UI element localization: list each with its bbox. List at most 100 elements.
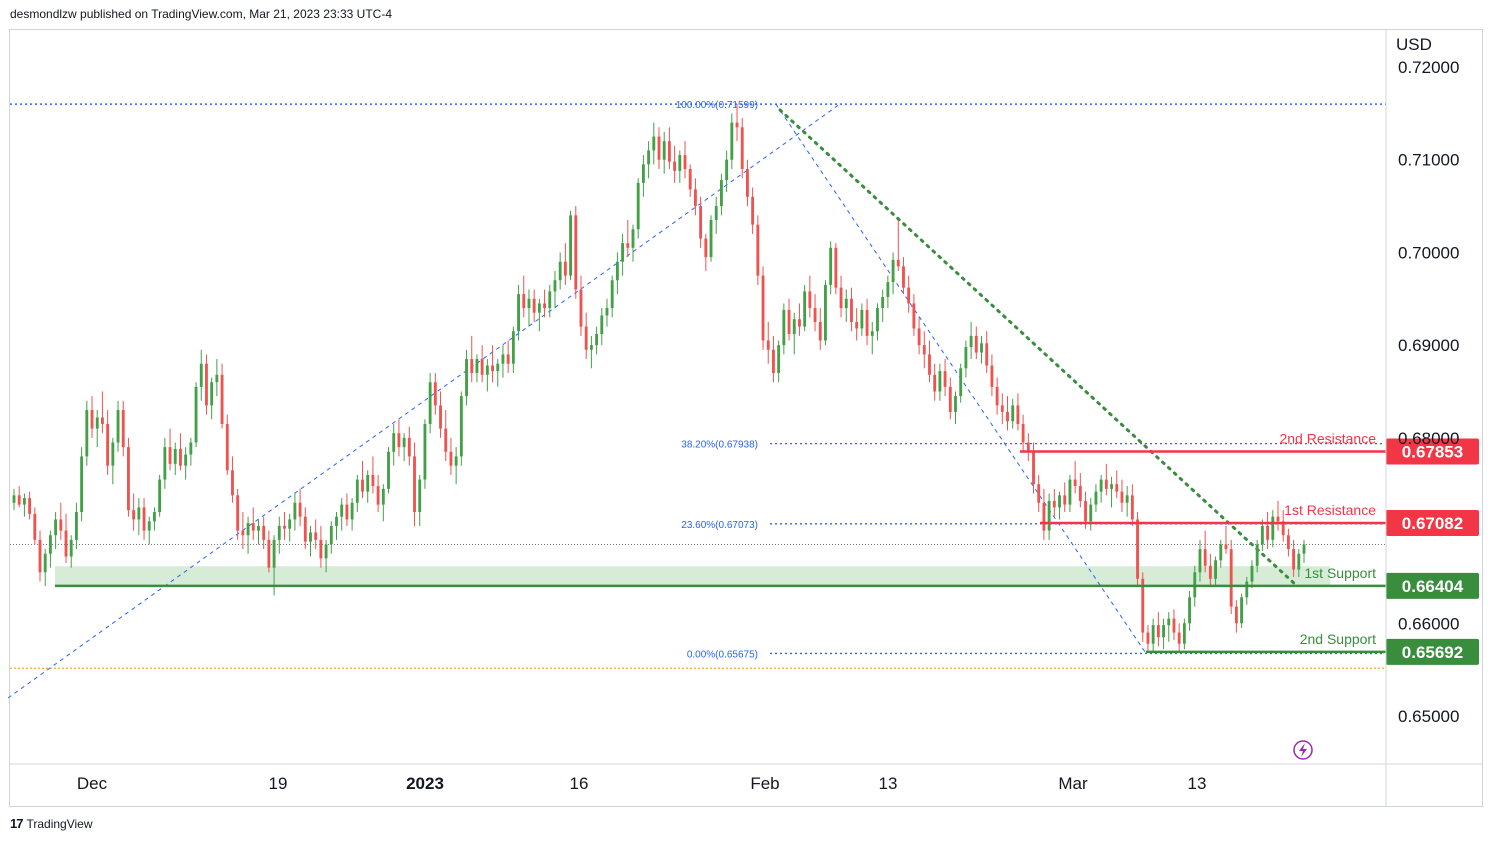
candle	[137, 498, 141, 536]
candle-body	[537, 303, 541, 313]
candle	[673, 145, 677, 183]
price-tick-label: 0.72000	[1398, 58, 1459, 77]
candle-body	[1286, 535, 1290, 550]
candle-body	[64, 530, 68, 557]
candle-body	[621, 243, 625, 262]
candle-body	[647, 150, 651, 165]
level-name: 2nd Resistance	[1279, 430, 1376, 446]
candle-body	[1026, 442, 1030, 452]
candle-body	[179, 448, 182, 466]
candle	[1292, 539, 1296, 577]
candle	[168, 428, 172, 471]
candle	[824, 280, 827, 346]
candle	[257, 519, 260, 545]
level-name: 2nd Support	[1300, 631, 1376, 647]
candle	[225, 414, 229, 475]
candle-body	[168, 447, 172, 464]
candle	[584, 312, 588, 360]
level-price-badge	[1386, 638, 1479, 665]
candle	[210, 377, 214, 420]
candle	[345, 493, 349, 526]
candle-body	[298, 502, 302, 517]
candle	[1099, 474, 1103, 503]
candle-body	[215, 374, 219, 383]
candle-body	[584, 326, 588, 350]
candle-body	[527, 298, 531, 309]
candle-body	[147, 521, 151, 531]
candle	[579, 275, 583, 336]
candle-body	[1224, 544, 1228, 550]
candle-body	[870, 331, 874, 336]
candle-body	[1188, 597, 1191, 624]
candle-body	[449, 451, 453, 466]
candle-body	[766, 340, 770, 350]
candle	[876, 303, 879, 341]
candle	[813, 294, 817, 332]
candle	[912, 294, 916, 336]
candle	[1188, 590, 1191, 631]
candle-body	[184, 454, 188, 466]
candle-body	[610, 280, 614, 309]
candle	[766, 321, 770, 364]
candle	[1255, 539, 1259, 573]
candle-body	[293, 502, 297, 520]
candle	[283, 512, 286, 540]
candle-body	[329, 525, 333, 545]
price-tick-label: 0.65000	[1398, 707, 1459, 726]
candle	[69, 535, 73, 568]
axes-layer: USD0.720000.710000.700000.690000.680000.…	[10, 30, 1483, 806]
candle-body	[886, 282, 890, 297]
candle	[1250, 560, 1254, 589]
candle-body	[563, 261, 567, 276]
candle	[896, 219, 900, 271]
candle-body	[735, 122, 739, 128]
candle-body	[236, 495, 240, 531]
candle-body	[548, 291, 552, 309]
candle-body	[153, 512, 156, 522]
tradingview-logo-icon[interactable]: 17	[10, 816, 24, 831]
candle	[205, 354, 208, 415]
candle	[600, 308, 604, 346]
candle	[423, 419, 427, 489]
candle-body	[1214, 560, 1218, 579]
candle-body	[199, 363, 203, 387]
candle	[506, 340, 510, 373]
candle-body	[615, 261, 619, 281]
candle-body	[1146, 632, 1150, 644]
candle	[17, 486, 21, 508]
candle-body	[1245, 581, 1249, 598]
candle	[74, 502, 78, 550]
candle	[641, 155, 645, 197]
level-price-badge	[1386, 438, 1479, 465]
candle	[834, 243, 838, 295]
candle	[293, 493, 297, 531]
candle-body	[127, 447, 130, 511]
candle-body	[1104, 479, 1108, 489]
candle	[277, 516, 281, 554]
candle	[725, 150, 729, 193]
candle	[267, 530, 271, 573]
candle-body	[829, 247, 833, 285]
candle-body	[995, 386, 999, 406]
candle-body	[990, 365, 994, 387]
candle-body	[335, 516, 338, 526]
candle-body	[90, 410, 94, 429]
candle-body	[725, 159, 729, 181]
time-tick-label: 2023	[406, 774, 444, 793]
brand-name: TradingView	[26, 816, 93, 831]
candle	[184, 447, 188, 480]
candle-body	[912, 303, 916, 329]
candle	[1271, 510, 1275, 548]
candle-body	[1110, 484, 1113, 489]
candle-body	[210, 382, 214, 406]
level-price-badge	[1386, 572, 1479, 599]
candle	[179, 433, 182, 471]
candle-body	[980, 343, 983, 353]
candle-body	[704, 238, 708, 258]
candle	[1224, 525, 1228, 554]
lightning-icon	[1293, 740, 1313, 760]
candle-body	[636, 182, 640, 230]
candle	[173, 442, 177, 475]
candle	[376, 474, 380, 513]
